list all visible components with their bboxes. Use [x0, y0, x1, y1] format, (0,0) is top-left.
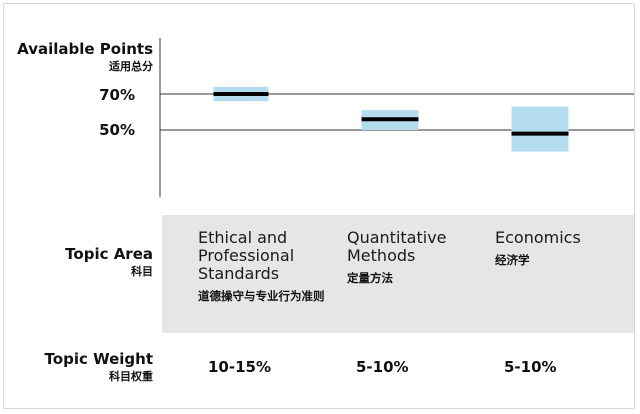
- available-points-zh: 适用总分: [109, 60, 153, 73]
- topic-econ-en: Economics: [495, 228, 581, 247]
- topic-area-zh: 科目: [131, 265, 153, 278]
- range-box-3: [511, 106, 569, 152]
- range-chart: [159, 38, 634, 197]
- topic-weight-en: Topic Weight: [44, 350, 153, 368]
- topic-quant: Quantitative Methods 定量方法: [347, 229, 487, 287]
- weight-econ: 5-10%: [504, 358, 557, 376]
- topic-area-band: [162, 215, 634, 333]
- topic-weight-zh: 科目权重: [109, 370, 153, 383]
- topic-econ-zh: 经济学: [495, 253, 530, 267]
- y-tick-70: 70%: [99, 86, 135, 104]
- topic-weight-label: Topic Weight 科目权重: [45, 350, 153, 384]
- available-points-en: Available Points: [17, 40, 153, 58]
- topic-area-label: Topic Area 科目: [65, 245, 153, 279]
- weight-ethics: 10-15%: [208, 358, 272, 376]
- figure-frame: [3, 3, 635, 409]
- weight-quant: 5-10%: [356, 358, 409, 376]
- y-tick-50: 50%: [99, 121, 135, 139]
- topic-ethics-zh: 道德操守与专业行为准则: [198, 289, 325, 303]
- topic-ethics-en: Ethical and Professional Standards: [198, 228, 295, 283]
- topic-area-en: Topic Area: [65, 245, 153, 263]
- topic-econ: Economics 经济学: [495, 229, 625, 269]
- topic-quant-zh: 定量方法: [347, 271, 393, 285]
- available-points-label: Available Points 适用总分: [17, 40, 153, 74]
- topic-ethics: Ethical and Professional Standards 道德操守与…: [198, 229, 348, 305]
- topic-quant-en: Quantitative Methods: [347, 228, 447, 265]
